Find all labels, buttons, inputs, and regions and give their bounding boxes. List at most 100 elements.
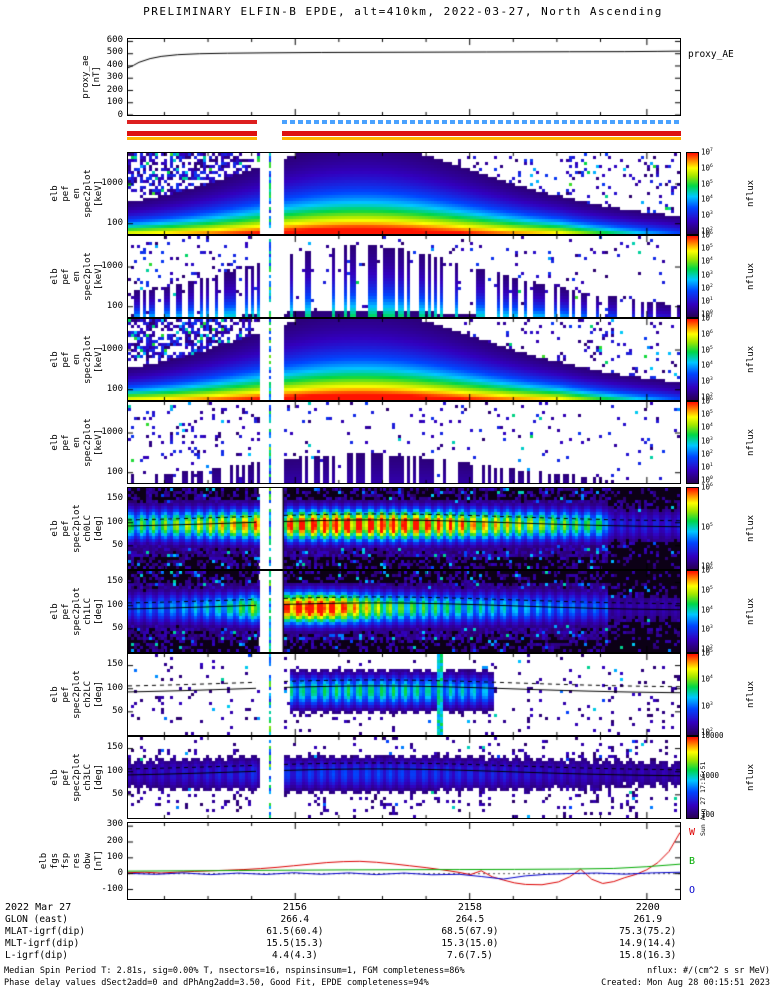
en_spec_3-cb-tick: 106 <box>701 329 713 339</box>
en_spec_4-panel-canvas <box>128 402 680 483</box>
annot-label-1: MLAT-igrf(dip) <box>5 926 86 937</box>
en_spec_3-ytick: 100 <box>106 384 123 395</box>
en_spec_2-cb-tick: 100 <box>701 309 713 319</box>
ch2LC-colorbar-canvas <box>687 654 698 735</box>
ch2LC-cb-tick: 103 <box>701 701 713 711</box>
xtick-label: 2158 <box>457 902 482 913</box>
en_spec_4-cb-tick: 106 <box>701 396 713 406</box>
legend-O: O <box>689 885 696 896</box>
obw-ytick: 100 <box>106 851 123 862</box>
en_spec_2-cb-title: nflux <box>745 262 756 291</box>
en_spec_1-panel-canvas <box>128 153 680 234</box>
obw-ytick: 0 <box>117 868 123 878</box>
proxy_ae-ytick: 500 <box>106 47 123 58</box>
ch1LC-panel <box>127 570 681 653</box>
en_spec_2-cb-tick: 105 <box>701 243 713 253</box>
en_spec_4-ytick: 100 <box>106 467 123 478</box>
ch0LC-colorbar <box>686 487 699 570</box>
en_spec_2-cb-tick: 103 <box>701 270 713 279</box>
en_spec_4-colorbar <box>686 401 699 484</box>
en_spec_1-colorbar-canvas <box>687 153 698 234</box>
ch3LC-cb-title: nflux <box>745 763 756 792</box>
proxy_ae-ytick: 100 <box>106 97 123 108</box>
ch1LC-cb-tick: 105 <box>701 585 713 595</box>
en_spec_1-panel <box>127 152 681 235</box>
proxy_ae-panel-canvas <box>128 39 680 115</box>
ch1LC-cb-title: nflux <box>745 597 756 626</box>
en_spec_3-panel-canvas <box>128 319 680 400</box>
ch2LC-ytick: 150 <box>106 658 123 669</box>
en_spec_3-colorbar <box>686 318 699 401</box>
en_spec_4-cb-tick: 103 <box>701 436 713 445</box>
annot-value: 75.3(75.2) <box>619 926 677 937</box>
ch1LC-ytick: 50 <box>112 623 123 634</box>
ch0LC-panel <box>127 487 681 570</box>
ch2LC-cb-tick: 104 <box>701 674 713 684</box>
ch1LC-colorbar-canvas <box>687 571 698 652</box>
annot-value: 4.4(4.3) <box>271 950 318 961</box>
flag-bar-segment <box>282 131 681 136</box>
footer-created: Created: Mon Aug 28 00:15:51 2023 <box>601 978 770 988</box>
en_spec_2-colorbar <box>686 235 699 318</box>
annot-value: 261.9 <box>633 914 663 925</box>
en_spec_1-colorbar <box>686 152 699 235</box>
ch0LC-ytick: 100 <box>106 516 123 527</box>
en_spec_4-ytick: 1000 <box>101 426 123 437</box>
en_spec_3-cb-tick: 103 <box>701 376 713 386</box>
annot-label-2: MLT-igrf(dip) <box>5 938 80 949</box>
en_spec_1-cb-tick: 106 <box>701 163 713 173</box>
en_spec_3-colorbar-canvas <box>687 319 698 400</box>
flag-bar-segment <box>282 120 681 124</box>
annot-value: 264.5 <box>455 914 485 925</box>
ch2LC-colorbar <box>686 653 699 736</box>
en_spec_2-colorbar-canvas <box>687 236 698 317</box>
annot-value: 15.8(16.3) <box>619 950 677 961</box>
ch2LC-cb-title: nflux <box>745 680 756 709</box>
en_spec_3-ytick: 1000 <box>101 343 123 354</box>
obw-panel <box>127 822 681 900</box>
ch2LC-panel-canvas <box>128 654 680 735</box>
en_spec_3-panel <box>127 318 681 401</box>
proxy_ae-ytick: 400 <box>106 59 123 70</box>
flag-bar-segment <box>127 120 258 124</box>
ch0LC-cb-tick: 104 <box>701 561 713 571</box>
en_spec_3-cb-tick: 104 <box>701 360 713 370</box>
annot-label-0: GLON (east) <box>5 914 68 925</box>
ch3LC-panel-canvas <box>128 737 680 818</box>
en_spec_4-cb-title: nflux <box>745 428 756 457</box>
en_spec_1-cb-tick: 105 <box>701 179 713 189</box>
ch3LC-cb-tick: 100 <box>701 810 715 819</box>
ch0LC-panel-canvas <box>128 488 680 569</box>
ch2LC-cb-tick: 105 <box>701 648 713 658</box>
annot-value: 15.5(15.3) <box>266 938 324 949</box>
en_spec_4-colorbar-canvas <box>687 402 698 483</box>
ch2LC-panel <box>127 653 681 736</box>
annot-value: 266.4 <box>280 914 310 925</box>
plot-title: PRELIMINARY ELFIN-B EPDE, alt=410km, 202… <box>143 5 663 18</box>
annot-value: 7.6(7.5) <box>447 950 493 961</box>
ch0LC-cb-tick: 105 <box>701 522 713 531</box>
ch3LC-colorbar <box>686 736 699 819</box>
en_spec_4-cb-tick: 101 <box>701 462 713 472</box>
en_spec_4-cb-tick: 102 <box>701 449 713 459</box>
annot-value: 61.5(60.4) <box>266 926 324 937</box>
ch1LC-cb-tick: 103 <box>701 624 713 634</box>
ch2LC-ytick: 100 <box>106 682 123 693</box>
en_spec_1-cb-tick: 104 <box>701 194 713 204</box>
ch0LC-ytick: 150 <box>106 492 123 503</box>
en_spec_2-ytick: 100 <box>106 301 123 312</box>
annot-label-3: L-igrf(dip) <box>5 950 68 961</box>
ch3LC-cb-tick: 10000 <box>701 731 724 740</box>
xtick-label: 2200 <box>635 902 660 913</box>
en_spec_4-cb-tick: 104 <box>701 422 713 432</box>
legend-B: B <box>689 856 696 867</box>
date-label: 2022 Mar 27 <box>5 902 72 913</box>
proxy_ae-panel <box>127 38 681 116</box>
en_spec_1-ytick: 1000 <box>101 177 123 188</box>
ch3LC-ytick: 50 <box>112 789 123 800</box>
legend-W: W <box>689 827 696 838</box>
annot-value: 14.9(14.4) <box>619 938 677 949</box>
ch2LC-cb-tick: 102 <box>701 727 713 737</box>
en_spec_1-ytick: 100 <box>106 218 123 229</box>
